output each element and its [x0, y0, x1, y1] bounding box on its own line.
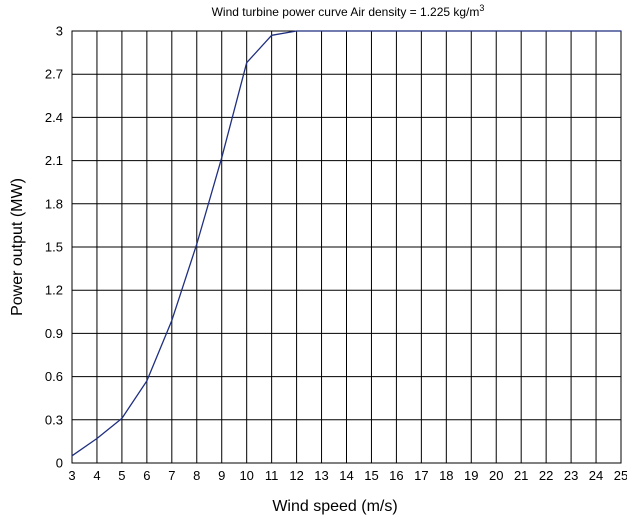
y-tick-label: 0.9	[45, 326, 63, 341]
series-layer	[71, 30, 622, 457]
x-tick-label: 6	[143, 468, 150, 483]
x-tick-label: 21	[514, 468, 528, 483]
x-tick-label: 13	[314, 468, 328, 483]
x-tick-label: 7	[168, 468, 175, 483]
y-tick-label: 2.7	[45, 67, 63, 82]
x-tick-label: 4	[93, 468, 100, 483]
chart-title: Wind turbine power curve Air density = 1…	[212, 3, 485, 19]
x-tick-label: 15	[364, 468, 378, 483]
x-tick-label: 5	[118, 468, 125, 483]
y-tick-label: 1.8	[45, 196, 63, 211]
y-tick-label: 1.5	[45, 240, 63, 255]
grid	[71, 30, 622, 464]
x-tick-labels: 3 4 5 6 7 8 9 10 11 12 13 14 15 16 17 18 19 20 21 22 23 24 25	[68, 468, 627, 483]
x-tick-label: 24	[589, 468, 603, 483]
x-tick-label: 25	[614, 468, 627, 483]
x-axis-label: Wind speed (m/s)	[272, 498, 397, 515]
x-tick-label: 22	[539, 468, 553, 483]
y-tick-label: 0	[56, 456, 63, 471]
x-tick-label: 11	[265, 468, 279, 483]
y-tick-label: 2.1	[45, 153, 63, 168]
y-tick-label: 2.4	[45, 110, 63, 125]
x-tick-label: 16	[389, 468, 403, 483]
y-tick-label: 3	[56, 24, 63, 39]
y-tick-labels: 0 0.3 0.6 0.9 1.2 1.5 1.8 2.1 2.4 2.7 3	[45, 24, 63, 471]
x-tick-label: 23	[564, 468, 578, 483]
x-tick-label: 10	[239, 468, 253, 483]
y-tick-label: 1.2	[45, 283, 63, 298]
x-tick-label: 14	[339, 468, 353, 483]
x-tick-label: 17	[414, 468, 428, 483]
x-tick-label: 20	[489, 468, 503, 483]
y-tick-label: 0.3	[45, 412, 63, 427]
x-tick-label: 19	[464, 468, 478, 483]
x-tick-label: 18	[439, 468, 453, 483]
x-tick-label: 3	[68, 468, 75, 483]
x-tick-label: 8	[193, 468, 200, 483]
x-tick-label: 9	[218, 468, 225, 483]
x-tick-label: 12	[289, 468, 303, 483]
y-axis-label: Power output (MW)	[9, 178, 26, 316]
y-tick-label: 0.6	[45, 369, 63, 384]
